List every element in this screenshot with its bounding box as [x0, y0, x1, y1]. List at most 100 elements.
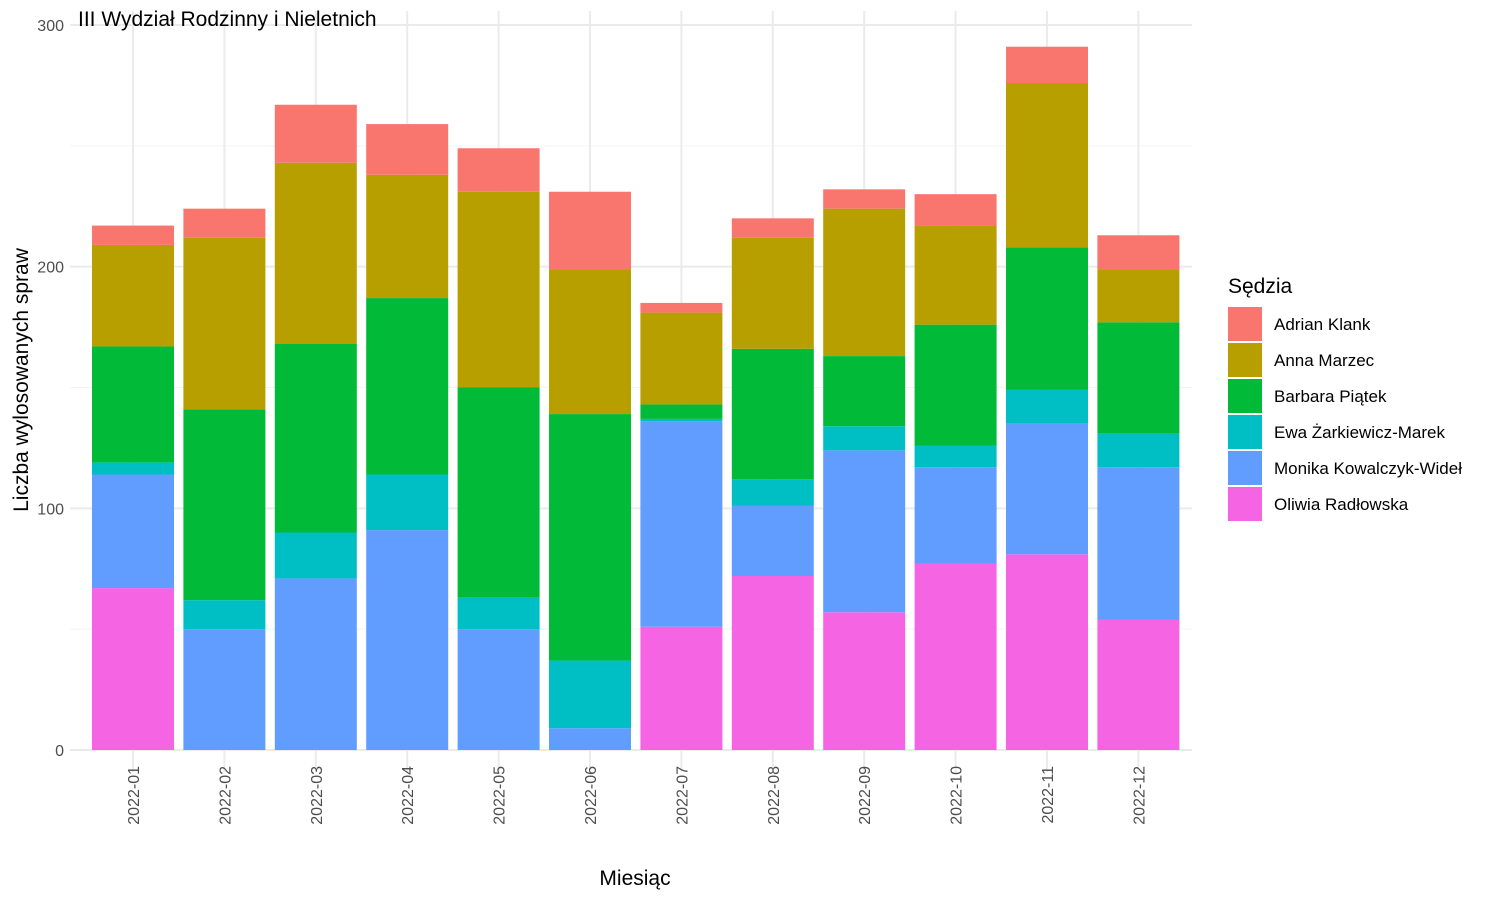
bar-segment	[92, 474, 174, 589]
x-tick-label: 2022-02	[217, 766, 234, 825]
y-axis-ticks: 0 100 200 300	[37, 18, 64, 760]
legend-label: Anna Marzec	[1274, 351, 1375, 370]
bar-segment	[549, 191, 631, 270]
bar-segment	[823, 450, 906, 613]
bar-segment	[731, 479, 814, 506]
bar-segment	[823, 208, 906, 357]
x-axis-ticks: 2022-01 2022-02 2022-03 2022-04 2022-05 2022-…	[126, 766, 1148, 825]
x-tick-label: 2022-06	[583, 766, 600, 825]
bar-segment	[1006, 389, 1088, 424]
bar-segment	[366, 124, 449, 175]
bar-segment	[274, 104, 357, 163]
bar-segment	[1006, 423, 1088, 555]
bar-segment	[274, 532, 357, 579]
legend-key	[1228, 343, 1262, 377]
bar-segment	[731, 576, 814, 750]
x-tick-label: 2022-03	[309, 766, 326, 825]
legend: Sędzia Adrian Klank Anna Marzec Barbara Pi…	[1228, 275, 1462, 521]
bar-segment	[731, 348, 814, 480]
bar-segment	[1006, 83, 1088, 248]
bar-segment	[1006, 247, 1088, 390]
bar-segment	[1006, 46, 1088, 83]
x-tick-label: 2022-01	[126, 766, 143, 825]
bar-segment	[640, 421, 723, 627]
y-tick-label: 300	[37, 18, 64, 35]
bar-segment	[457, 148, 540, 192]
bar-segment	[92, 346, 174, 463]
bar-segment	[274, 578, 357, 750]
x-tick-label: 2022-12	[1131, 766, 1148, 825]
bar-segment	[640, 302, 723, 313]
legend-label: Monika Kowalczyk-Wideł	[1274, 459, 1462, 478]
legend-key	[1228, 307, 1262, 341]
bar-segment	[914, 324, 997, 446]
legend-label: Adrian Klank	[1274, 315, 1371, 334]
legend-key	[1228, 487, 1262, 521]
bar-segment	[1097, 235, 1180, 270]
x-tick-label: 2022-10	[949, 766, 966, 825]
bar-segment	[640, 626, 723, 750]
legend-key	[1228, 379, 1262, 413]
bar-segment	[914, 194, 997, 226]
bar-segment	[274, 162, 357, 344]
bar-segment	[640, 312, 723, 405]
bar-segment	[640, 418, 723, 422]
legend-key	[1228, 451, 1262, 485]
bar-segment	[731, 237, 814, 349]
bar-segment	[1097, 619, 1180, 750]
x-tick-label: 2022-11	[1040, 766, 1057, 824]
bar-segment	[823, 356, 906, 427]
bar-segment	[366, 530, 449, 750]
chart-title: III Wydział Rodzinny i Nieletnich	[78, 8, 377, 31]
bar-segment	[731, 218, 814, 238]
bar-segment	[183, 629, 266, 750]
bar-segment	[549, 660, 631, 729]
bar-segment	[366, 474, 449, 531]
legend-title: Sędzia	[1228, 275, 1293, 298]
bar-segment	[1006, 554, 1088, 750]
y-tick-label: 100	[37, 501, 64, 518]
bar-segment	[92, 588, 174, 750]
bar-segment	[366, 298, 449, 475]
bar-segment	[183, 409, 266, 601]
y-tick-label: 0	[55, 743, 64, 760]
bar-segment	[823, 426, 906, 451]
x-tick-label: 2022-09	[857, 766, 874, 825]
legend-label: Oliwia Radłowska	[1274, 495, 1409, 514]
bar-segment	[1097, 322, 1180, 434]
bar-segment	[366, 174, 449, 299]
bar-segment	[457, 597, 540, 630]
bar-segment	[640, 404, 723, 419]
bar-segment	[92, 244, 174, 347]
bar-segment	[914, 225, 997, 325]
bar-segment	[1097, 269, 1180, 323]
bar-segment	[274, 344, 357, 533]
bar-segment	[1097, 433, 1180, 468]
y-tick-label: 200	[37, 260, 64, 277]
bar-segment	[914, 445, 997, 468]
bar-segment	[549, 269, 631, 415]
bars	[92, 46, 1180, 750]
bar-segment	[457, 387, 540, 598]
bar-segment	[457, 629, 540, 750]
bar-segment	[183, 600, 266, 630]
bar-segment	[823, 612, 906, 750]
bar-segment	[731, 505, 814, 576]
x-tick-label: 2022-04	[400, 766, 417, 825]
bar-segment	[914, 467, 997, 564]
bar-segment	[914, 563, 997, 750]
bar-segment	[92, 462, 174, 475]
legend-key	[1228, 415, 1262, 449]
bar-segment	[183, 208, 266, 238]
bar-segment	[549, 728, 631, 750]
y-axis-title: Liczba wylosowanych spraw	[10, 247, 33, 512]
x-axis-title: Miesiąc	[599, 867, 670, 890]
bar-segment	[823, 189, 906, 209]
bar-segment	[92, 225, 174, 245]
x-tick-label: 2022-08	[766, 766, 783, 825]
bar-segment	[457, 191, 540, 388]
bar-segment	[1097, 467, 1180, 620]
bar-segment	[549, 414, 631, 661]
legend-label: Barbara Piątek	[1274, 387, 1387, 406]
